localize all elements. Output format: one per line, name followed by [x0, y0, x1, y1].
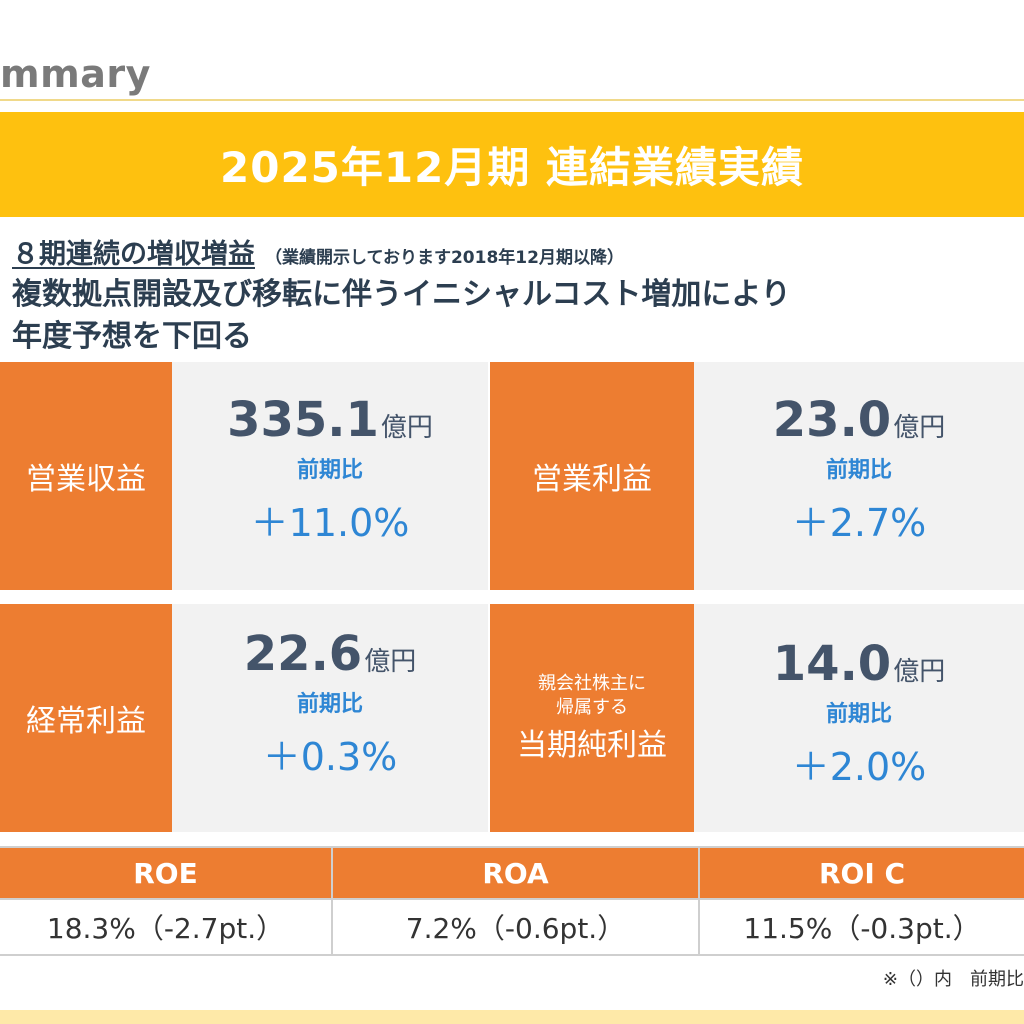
banner-title: 2025年12月期 連結業績実績	[220, 143, 804, 192]
ratio-value-roa: 7.2%（-0.6pt.）	[333, 900, 698, 954]
kpi-value-operating-revenue: 335.1億円 前期比 ＋11.0%	[172, 392, 488, 547]
kpi-yoy-value: ＋2.0%	[791, 745, 927, 789]
kpi-value-ordinary-income: 22.6億円 前期比 ＋0.3%	[172, 626, 488, 781]
kpi-label-sub: 親会社株主に	[538, 673, 646, 694]
kpi-yoy-label: 前期比	[296, 458, 363, 483]
ratio-value-roic: 11.5%（-0.3pt.）	[700, 900, 1024, 954]
headline-line-1: ８期連続の増収増益 （業績開示しております2018年12月期以降）	[12, 232, 624, 271]
kpi-label-sub: 帰属する	[556, 697, 628, 718]
kpi-panel-net-income	[694, 604, 1024, 832]
ratio-value: 18.3%（-2.7pt.）	[46, 912, 285, 945]
headline-note: （業績開示しております2018年12月期以降）	[265, 248, 624, 268]
headline-line-2: 複数拠点開設及び移転に伴うイニシャルコスト増加により	[12, 277, 791, 312]
ratio-header-roic: ROI C	[700, 848, 1024, 898]
kpi-label-text: 経常利益	[26, 704, 146, 739]
title-banner: 2025年12月期 連結業績実績	[0, 112, 1024, 217]
ratio-name: ROI C	[818, 856, 906, 890]
ratio-value: 7.2%（-0.6pt.）	[405, 912, 626, 945]
kpi-panel-ordinary-income	[172, 604, 488, 832]
ratio-value: 11.5%（-0.3pt.）	[743, 912, 981, 945]
kpi-panel-operating-income	[694, 362, 1024, 590]
kpi-unit: 億円	[893, 657, 946, 687]
kpi-value-net-income: 14.0億円 前期比 ＋2.0%	[694, 636, 1024, 791]
kpi-label-operating-income: 営業利益	[490, 362, 694, 590]
kpi-label-text: 営業収益	[26, 462, 146, 497]
kpi-unit: 億円	[364, 647, 417, 677]
section-title: mmary	[0, 52, 151, 96]
kpi-unit: 億円	[893, 413, 946, 443]
bottom-bar	[0, 1010, 1024, 1024]
footnote: ※（）内 前期比	[882, 969, 1024, 990]
ratio-name: ROA	[482, 856, 549, 890]
title-divider	[0, 99, 1024, 101]
kpi-panel-operating-revenue	[172, 362, 488, 590]
kpi-value-operating-income: 23.0億円 前期比 ＋2.7%	[694, 392, 1024, 547]
kpi-value: 335.1	[227, 392, 379, 448]
kpi-yoy-value: ＋11.0%	[250, 501, 410, 545]
kpi-yoy-label: 前期比	[825, 458, 892, 483]
kpi-label-operating-revenue: 営業収益	[0, 362, 172, 590]
kpi-label-text: 当期純利益	[517, 728, 667, 763]
kpi-value: 14.0	[772, 636, 892, 692]
kpi-value: 23.0	[772, 392, 892, 448]
kpi-yoy-value: ＋0.3%	[262, 735, 398, 779]
kpi-yoy-label: 前期比	[825, 702, 892, 727]
ratio-name: ROE	[133, 856, 198, 890]
kpi-value: 22.6	[243, 626, 363, 682]
headline-body: 複数拠点開設及び移転に伴うイニシャルコスト増加により 年度予想を下回る	[12, 274, 1022, 358]
ratio-header-roe: ROE	[0, 848, 331, 898]
kpi-label-net-income: 親会社株主に 帰属する 当期純利益	[490, 604, 694, 832]
headline-main: ８期連続の増収増益	[12, 239, 255, 270]
ratio-value-roe: 18.3%（-2.7pt.）	[0, 900, 331, 954]
kpi-label-ordinary-income: 経常利益	[0, 604, 172, 832]
kpi-label-text: 営業利益	[532, 462, 652, 497]
kpi-yoy-value: ＋2.7%	[791, 501, 927, 545]
headline-line-3: 年度予想を下回る	[12, 319, 252, 354]
kpi-unit: 億円	[380, 413, 433, 443]
kpi-yoy-label: 前期比	[296, 692, 363, 717]
ratio-header-roa: ROA	[333, 848, 698, 898]
